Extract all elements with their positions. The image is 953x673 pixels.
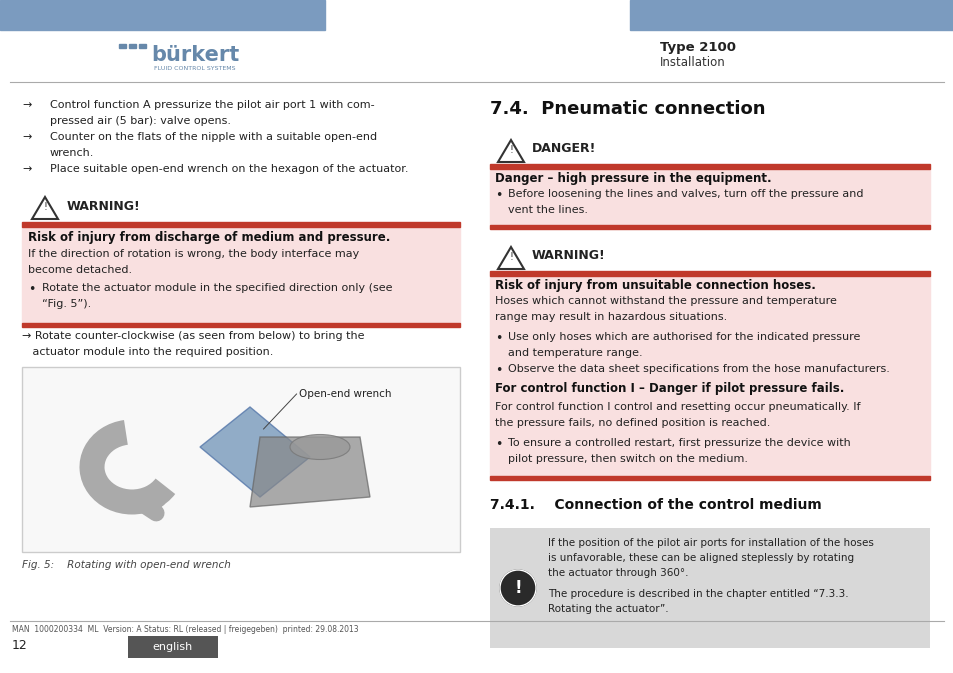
Bar (490, 528, 929, 648)
Text: Hoses which cannot withstand the pressure and temperature: Hoses which cannot withstand the pressur… (495, 296, 836, 306)
Text: Risk of injury from unsuitable connection hoses.: Risk of injury from unsuitable connectio… (495, 279, 815, 292)
Text: !: ! (43, 202, 47, 212)
Bar (490, 271, 929, 276)
Text: Risk of injury from discharge of medium and pressure.: Risk of injury from discharge of medium … (28, 231, 390, 244)
Bar (139, 44, 146, 48)
Text: Control function A pressurize the pilot air port 1 with com-: Control function A pressurize the pilot … (50, 100, 375, 110)
Text: the actuator through 360°.: the actuator through 360°. (547, 568, 688, 578)
Text: actuator module into the required position.: actuator module into the required positi… (22, 347, 274, 357)
Text: Installation: Installation (659, 55, 725, 69)
Text: •: • (495, 364, 502, 377)
Text: bürkert: bürkert (151, 45, 239, 65)
Bar (129, 44, 136, 48)
Text: wrench.: wrench. (50, 148, 94, 158)
Text: and temperature range.: and temperature range. (507, 348, 642, 358)
Text: •: • (495, 332, 502, 345)
Text: To ensure a controlled restart, first pressurize the device with: To ensure a controlled restart, first pr… (507, 438, 850, 448)
Bar (490, 225, 929, 229)
Bar (490, 169, 929, 225)
Circle shape (499, 570, 536, 606)
Bar (119, 44, 126, 48)
Text: 7.4.  Pneumatic connection: 7.4. Pneumatic connection (490, 100, 764, 118)
Bar (22, 227, 459, 323)
Text: 7.4.1.    Connection of the control medium: 7.4.1. Connection of the control medium (490, 498, 821, 512)
Text: Place suitable open-end wrench on the hexagon of the actuator.: Place suitable open-end wrench on the he… (50, 164, 408, 174)
Text: If the position of the pilot air ports for installation of the hoses: If the position of the pilot air ports f… (547, 538, 873, 548)
Bar (22, 222, 459, 227)
Text: Fig. 5:    Rotating with open-end wrench: Fig. 5: Rotating with open-end wrench (22, 560, 231, 570)
Bar (22, 367, 459, 552)
Text: →: → (22, 100, 31, 110)
Text: 12: 12 (12, 639, 28, 652)
Text: english: english (152, 642, 193, 652)
Text: →: → (22, 132, 31, 142)
Text: DANGER!: DANGER! (532, 142, 596, 155)
Text: Open-end wrench: Open-end wrench (298, 389, 391, 399)
Bar (22, 323, 459, 327)
Text: !: ! (514, 579, 521, 597)
Text: For control function I – Danger if pilot pressure fails.: For control function I – Danger if pilot… (495, 382, 843, 395)
Text: •: • (495, 438, 502, 451)
Text: vent the lines.: vent the lines. (507, 205, 587, 215)
Text: !: ! (509, 252, 513, 262)
Text: MAN  1000200334  ML  Version: A Status: RL (released | freigegeben)  printed: 29: MAN 1000200334 ML Version: A Status: RL … (12, 625, 358, 634)
Polygon shape (250, 437, 370, 507)
Text: pilot pressure, then switch on the medium.: pilot pressure, then switch on the mediu… (507, 454, 747, 464)
Bar (128, 636, 218, 658)
Ellipse shape (290, 435, 350, 460)
Text: become detached.: become detached. (28, 265, 132, 275)
Bar (629, 0, 953, 30)
Text: pressed air (5 bar): valve opens.: pressed air (5 bar): valve opens. (50, 116, 231, 126)
Bar (0, 0, 325, 30)
Text: Rotate the actuator module in the specified direction only (see: Rotate the actuator module in the specif… (42, 283, 392, 293)
Text: Use only hoses which are authorised for the indicated pressure: Use only hoses which are authorised for … (507, 332, 860, 342)
Text: FLUID CONTROL SYSTEMS: FLUID CONTROL SYSTEMS (154, 65, 235, 71)
Text: Rotating the actuator”.: Rotating the actuator”. (547, 604, 668, 614)
Text: WARNING!: WARNING! (67, 200, 141, 213)
Text: !: ! (509, 145, 513, 155)
Text: WARNING!: WARNING! (532, 249, 605, 262)
Text: The procedure is described in the chapter entitled “7.3.3.: The procedure is described in the chapte… (547, 589, 848, 599)
Bar (490, 276, 929, 476)
Text: Counter on the flats of the nipple with a suitable open-end: Counter on the flats of the nipple with … (50, 132, 376, 142)
Bar (490, 164, 929, 169)
Text: “Fig. 5”).: “Fig. 5”). (42, 299, 91, 309)
Text: range may result in hazardous situations.: range may result in hazardous situations… (495, 312, 726, 322)
Text: →: → (22, 164, 31, 174)
Text: Danger – high pressure in the equipment.: Danger – high pressure in the equipment. (495, 172, 771, 185)
Text: For control function I control and resetting occur pneumatically. If: For control function I control and reset… (495, 402, 860, 412)
Text: → Rotate counter-clockwise (as seen from below) to bring the: → Rotate counter-clockwise (as seen from… (22, 331, 364, 341)
Bar (490, 476, 929, 480)
Text: Type 2100: Type 2100 (659, 42, 735, 55)
Text: the pressure fails, no defined position is reached.: the pressure fails, no defined position … (495, 418, 770, 428)
Text: is unfavorable, these can be aligned steplessly by rotating: is unfavorable, these can be aligned ste… (547, 553, 853, 563)
Text: Before loosening the lines and valves, turn off the pressure and: Before loosening the lines and valves, t… (507, 189, 862, 199)
Text: •: • (28, 283, 35, 296)
Polygon shape (200, 407, 310, 497)
Text: Observe the data sheet specifications from the hose manufacturers.: Observe the data sheet specifications fr… (507, 364, 889, 374)
Text: •: • (495, 189, 502, 202)
Text: If the direction of rotation is wrong, the body interface may: If the direction of rotation is wrong, t… (28, 249, 359, 259)
